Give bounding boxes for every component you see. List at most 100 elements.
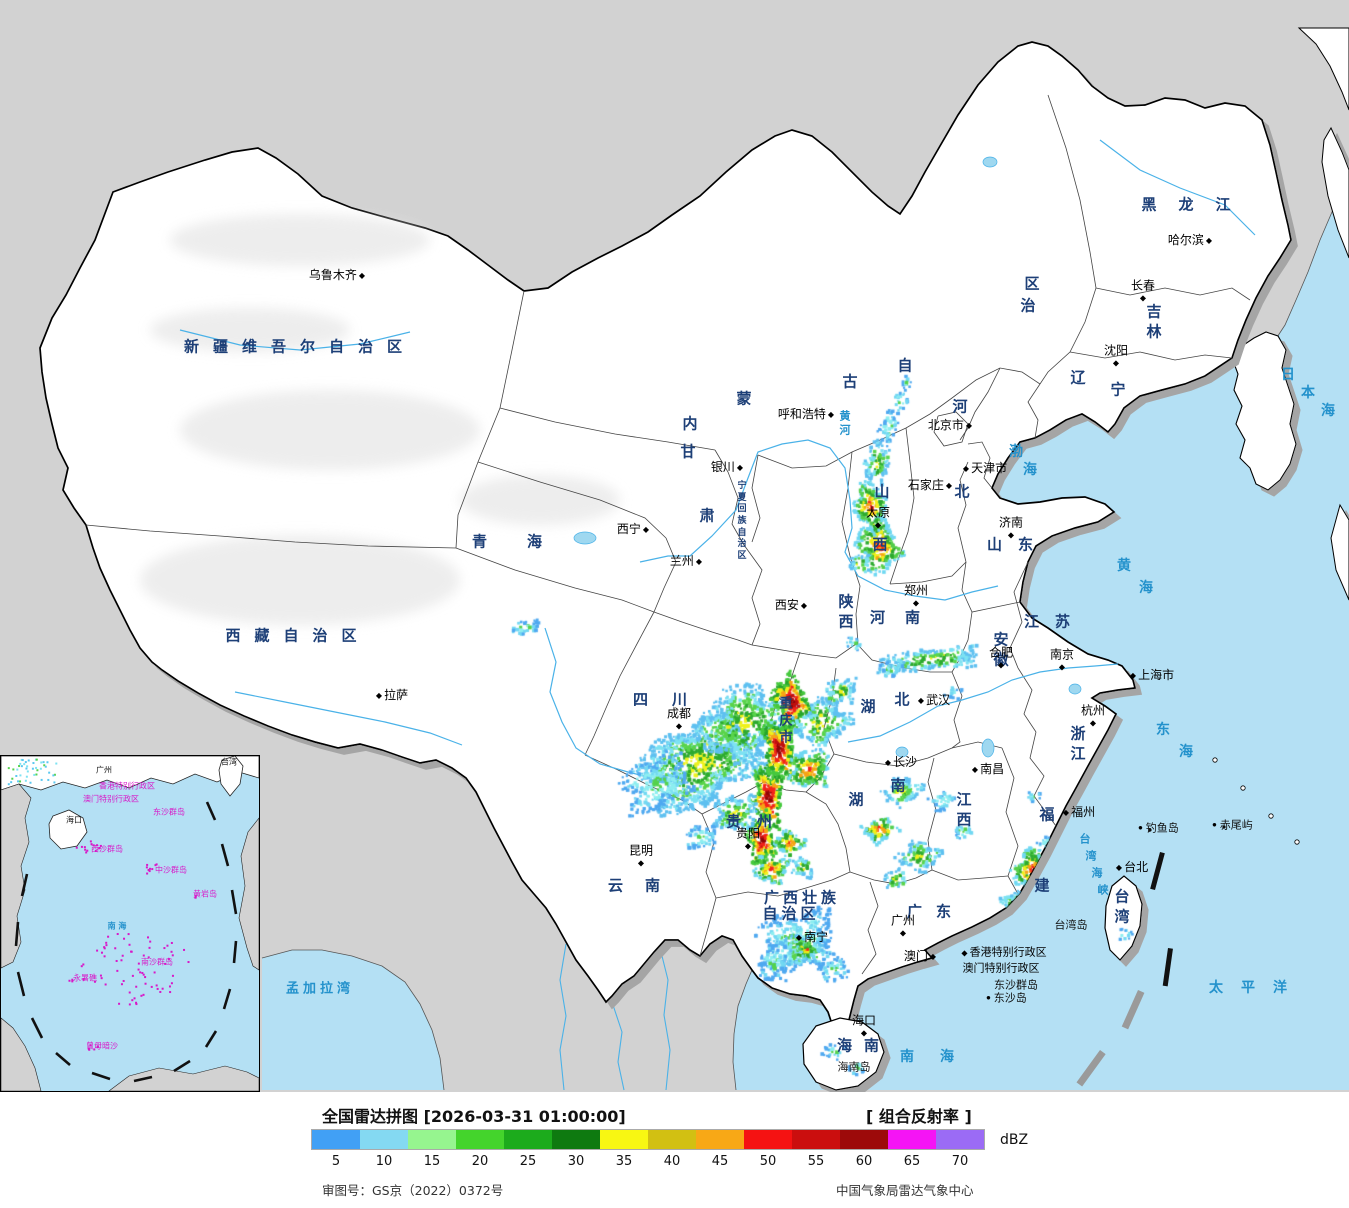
- colorbar-swatch: [648, 1130, 696, 1149]
- inset-dash-segment: [20, 873, 29, 897]
- inset-echo-dot: [44, 765, 47, 768]
- colorbar-swatch: [408, 1130, 456, 1149]
- inset-label: 香港特别行政区: [99, 781, 155, 791]
- inset-dash-segment: [220, 843, 230, 867]
- inset-island-dot: [166, 944, 169, 947]
- inset-echo-dot: [31, 767, 34, 770]
- inset-island-dot: [171, 954, 174, 957]
- inset-island-dot: [151, 868, 154, 871]
- inset-island-dot: [105, 941, 108, 944]
- inset-island-dot: [142, 993, 145, 996]
- inset-dash-segment: [16, 971, 26, 997]
- source-credit: 中国气象局雷达气象中心: [836, 1183, 974, 1198]
- legend-panel: 全国雷达拼图 [2026-03-31 01:00:00] [ 组合反射率 ] 5…: [0, 1092, 1349, 1208]
- inset-echo-dot: [25, 767, 28, 770]
- colorbar-swatch: [840, 1130, 888, 1149]
- colorbar-swatch: [744, 1130, 792, 1149]
- inset-echo-dot: [40, 778, 43, 781]
- colorbar-value: 60: [855, 1154, 873, 1169]
- inset-echo-dot: [20, 758, 23, 761]
- inset-island-dot: [84, 848, 87, 851]
- inset-island-dot: [159, 990, 162, 993]
- inset-island-dot: [155, 863, 158, 866]
- inset-island-dot: [116, 933, 119, 936]
- inset-echo-dot: [26, 765, 29, 768]
- inset-malay: [1, 1017, 42, 1091]
- inset-island-dot: [75, 846, 78, 849]
- inset-island-dot: [85, 851, 88, 854]
- inset-island-dot: [89, 840, 92, 843]
- inset-label: 南 海: [107, 921, 127, 931]
- inset-island-dot: [122, 979, 125, 982]
- inset-island-dot: [71, 980, 74, 983]
- inset-island-dot: [120, 959, 123, 962]
- inset-island-dot: [142, 954, 145, 957]
- inset-label: 永暑礁: [73, 973, 97, 983]
- inset-island-dot: [147, 956, 150, 959]
- inset-island-dot: [92, 844, 95, 847]
- inset-label: 中沙群岛: [155, 865, 187, 875]
- colorbar-value: 40: [663, 1154, 681, 1169]
- inset-island-dot: [96, 949, 99, 952]
- inset-island-dot: [133, 997, 136, 1000]
- inset-island-dot: [149, 940, 152, 943]
- inset-label: 海口: [66, 815, 82, 825]
- colorbar-swatch: [696, 1130, 744, 1149]
- inset-island-dot: [169, 991, 172, 994]
- inset-island-dot: [170, 982, 173, 985]
- inset-island-dot: [127, 933, 130, 936]
- inset-island-dot: [87, 1047, 90, 1050]
- inset-svg: [1, 756, 259, 1091]
- colorbar-swatch: [600, 1130, 648, 1149]
- inset-echo-dot: [43, 764, 46, 767]
- inset-echo-dot: [24, 761, 27, 764]
- inset-island-dot: [164, 962, 167, 965]
- colorbar-swatch: [888, 1130, 936, 1149]
- inset-island-dot: [130, 950, 133, 953]
- inset-echo-dot: [25, 775, 28, 778]
- inset-island-dot: [145, 866, 148, 869]
- inset-island-dot: [105, 944, 108, 947]
- colorbar-swatch: [312, 1130, 360, 1149]
- inset-island-dot: [161, 987, 164, 990]
- inset-dash-segment: [204, 1030, 218, 1048]
- inset-echo-dot: [53, 773, 56, 776]
- inset-island-dot: [153, 971, 156, 974]
- inset-island-dot: [96, 844, 99, 847]
- inset-dash-segment: [230, 889, 238, 915]
- inset-echo-dot: [11, 777, 14, 780]
- inset-island-dot: [135, 1003, 138, 1006]
- inset-echo-dot: [18, 765, 21, 768]
- inset-island-dot: [171, 974, 174, 977]
- inset-island-dot: [128, 991, 131, 994]
- inset-china-coast: [1, 756, 259, 791]
- inset-island-dot: [148, 867, 151, 870]
- inset-island-dot: [142, 973, 145, 976]
- inset-island-dot: [103, 946, 106, 949]
- inset-dash-segment: [91, 1071, 111, 1081]
- inset-echo-dot: [35, 766, 38, 769]
- inset-echo-dot: [29, 781, 32, 784]
- inset-echo-dot: [33, 773, 36, 776]
- colorbar-values: 5 10 15 20 25 30 35 40 45 50 55 60 65 70: [312, 1154, 984, 1170]
- colorbar-value: 30: [567, 1154, 585, 1169]
- map-area: 新疆维吾尔自治区 西藏自治区 青海甘肃内蒙古自治区黑龙江吉 林辽宁河北山西山东 河南江…: [0, 0, 1349, 1092]
- inset-dash-segment: [30, 1017, 44, 1039]
- inset-echo-dot: [32, 762, 35, 765]
- inset-island-dot: [155, 984, 158, 987]
- inset-island-dot: [147, 868, 150, 871]
- inset-echo-dot: [23, 763, 26, 766]
- inset-island-dot: [103, 955, 106, 958]
- inset-echo-dot: [19, 780, 22, 783]
- inset-echo-dot: [52, 774, 55, 777]
- colorbar-swatch: [360, 1130, 408, 1149]
- inset-echo-dot: [27, 759, 30, 762]
- approval-number: 审图号：GS京（2022）0372号: [322, 1183, 504, 1198]
- inset-label: 东沙群岛: [153, 807, 185, 817]
- inset-echo-dot: [16, 768, 19, 771]
- inset-island-dot: [99, 974, 102, 977]
- colorbar-value: 50: [759, 1154, 777, 1169]
- inset-island-dot: [123, 937, 126, 940]
- inset-echo-dot: [35, 758, 38, 761]
